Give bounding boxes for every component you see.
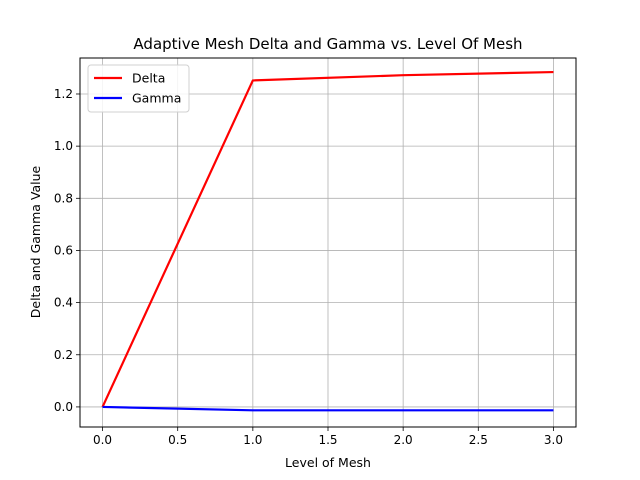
- x-tick-label: 2.0: [394, 433, 413, 447]
- y-axis-label: Delta and Gamma Value: [28, 165, 43, 318]
- y-tick-label: 0.6: [54, 243, 73, 257]
- x-tick-label: 0.5: [168, 433, 187, 447]
- x-tick-label: 0.0: [93, 433, 112, 447]
- series-line-delta: [101, 70, 554, 408]
- legend-box: [87, 64, 190, 113]
- y-tick-label: 0.2: [54, 348, 73, 362]
- legend: Delta Gamma: [87, 64, 190, 113]
- x-tick-label: 2.5: [469, 433, 488, 447]
- x-tick-label: 1.5: [318, 433, 337, 447]
- y-tick-label: 0.4: [54, 296, 73, 310]
- x-axis-label: Level of Mesh: [285, 455, 371, 470]
- y-tick-label: 0.8: [54, 191, 73, 205]
- y-tick-label: 1.2: [54, 87, 73, 101]
- y-tick-label: 0.0: [54, 400, 73, 414]
- x-tick-label: 1.0: [243, 433, 262, 447]
- legend-label-gamma: Gamma: [132, 91, 181, 106]
- x-tick-label: 3.0: [544, 433, 563, 447]
- grid-lines: [80, 58, 576, 427]
- chart-title: Adaptive Mesh Delta and Gamma vs. Level …: [133, 35, 522, 53]
- axis-ticks: 0.0 0.5 1.0 1.5 2.0 2.5 3.0 0.0 0.2 0.4 0.6 0.8 1.0 1…: [54, 87, 563, 447]
- series-lines: [101, 70, 554, 412]
- y-tick-label: 1.0: [54, 139, 73, 153]
- series-line-gamma: [102, 405, 554, 412]
- legend-label-delta: Delta: [132, 71, 165, 86]
